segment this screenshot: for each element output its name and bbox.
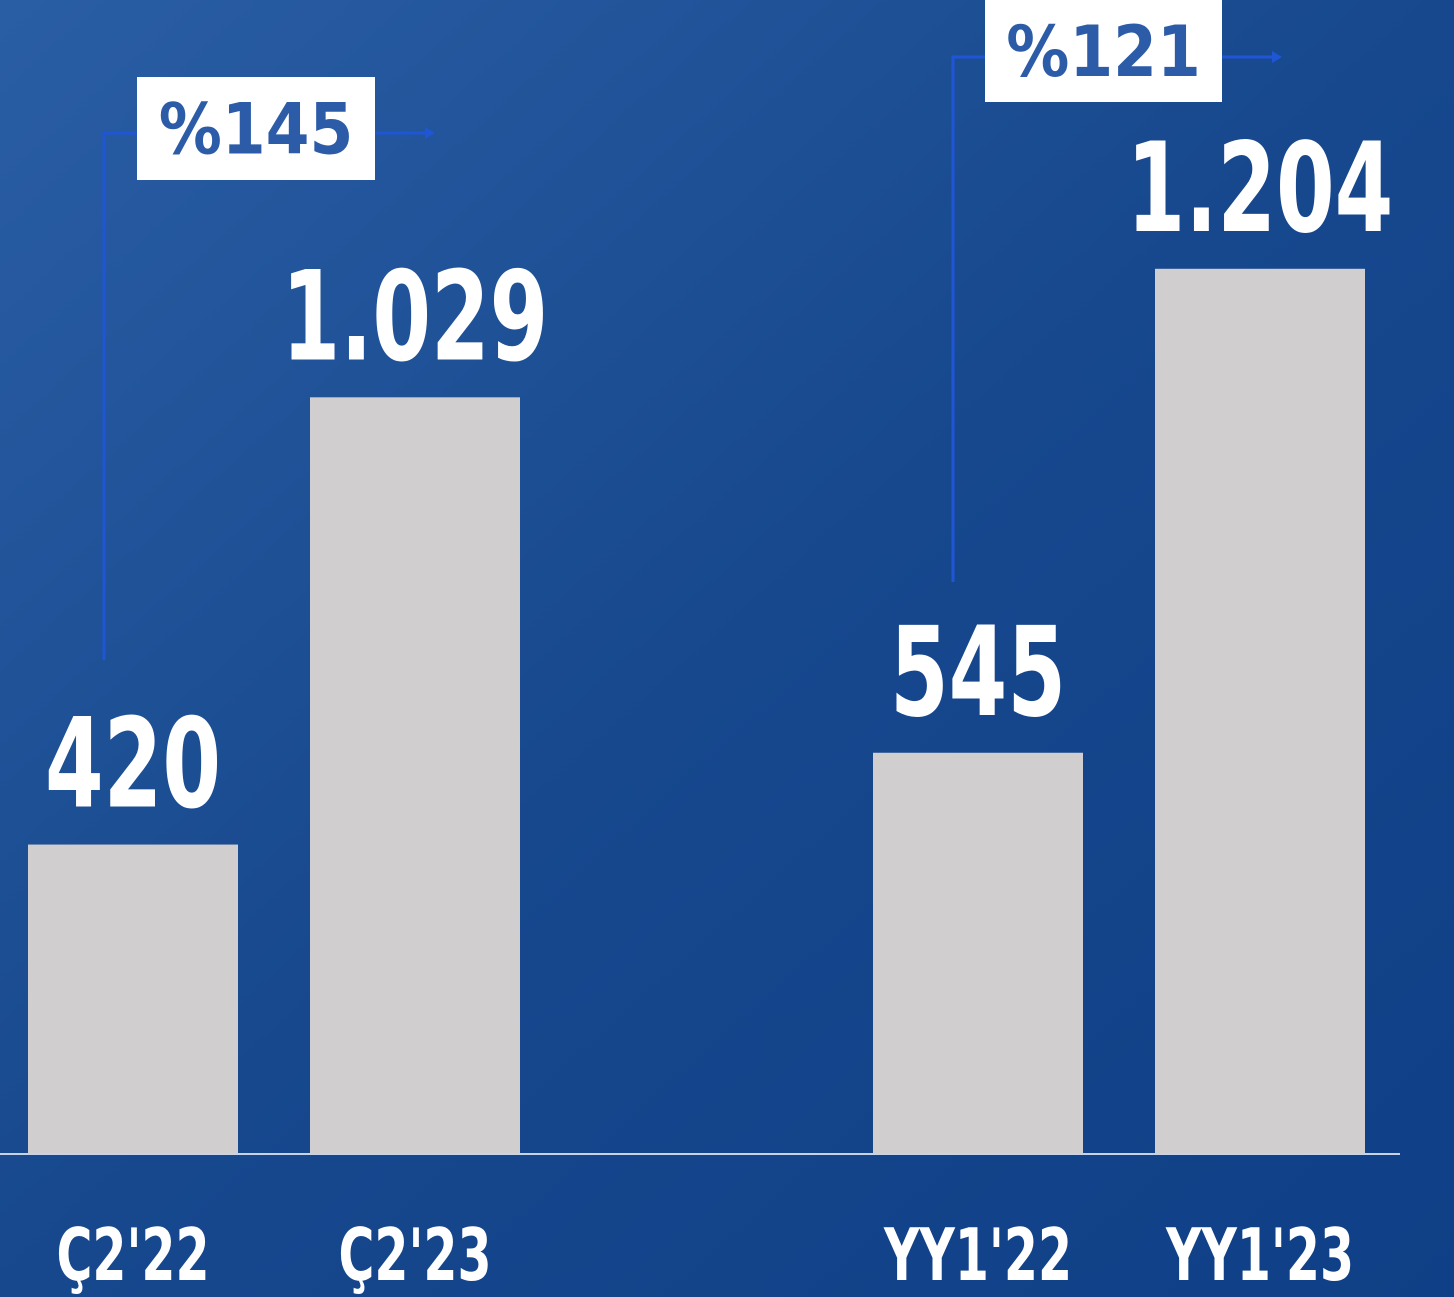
annotation-box — [985, 0, 1222, 102]
arrow-head — [1272, 51, 1282, 63]
x-tick-label: YY1'23 — [1165, 1213, 1354, 1297]
arrow-head — [425, 127, 435, 139]
bracket-line — [102, 131, 137, 660]
bar — [873, 752, 1083, 1153]
value-label: 1.204 — [1127, 117, 1394, 261]
annotation-text: %145 — [159, 88, 354, 170]
bar — [28, 844, 238, 1153]
x-tick-label: YY1'22 — [883, 1213, 1072, 1297]
annotation-text: %121 — [1006, 11, 1201, 93]
bar — [1155, 268, 1365, 1153]
value-label: 1.029 — [282, 246, 549, 390]
annotation-box — [137, 77, 375, 180]
x-tick-label: Ç2'22 — [56, 1213, 209, 1297]
bracket-line — [951, 55, 985, 582]
value-label: 545 — [890, 601, 1066, 745]
value-label: 420 — [45, 693, 221, 837]
bar — [310, 397, 520, 1154]
x-tick-label: Ç2'23 — [338, 1213, 491, 1297]
